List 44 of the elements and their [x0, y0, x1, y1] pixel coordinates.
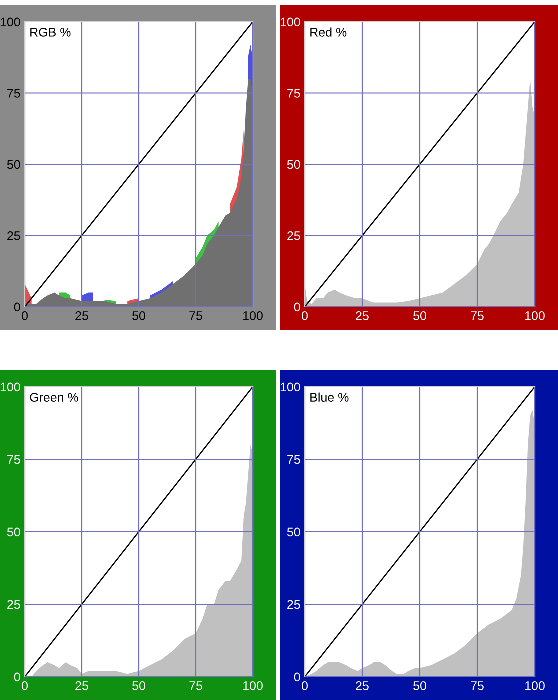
y-tick-label: 25	[8, 600, 20, 610]
y-tick-label: 0	[14, 672, 20, 682]
x-tick-label: 0	[302, 311, 308, 320]
x-tick-label: 75	[471, 682, 484, 690]
y-tick-label: 75	[288, 89, 300, 98]
y-tick-label: 75	[8, 455, 20, 464]
x-tick-label: 25	[356, 311, 369, 320]
y-tick-label: 50	[7, 160, 20, 170]
y-tick-label: 100	[280, 382, 300, 392]
x-tick-label: 0	[22, 681, 28, 690]
x-tick-label: 50	[132, 311, 146, 320]
chart-title: Blue %	[310, 392, 349, 402]
x-tick-label: 50	[132, 681, 146, 690]
y-tick-label: 100	[0, 18, 20, 27]
x-tick-label: 100	[526, 311, 545, 320]
y-tick-label: 0	[294, 302, 300, 312]
y-tick-label: 0	[14, 302, 20, 312]
y-tick-label: 100	[0, 382, 20, 392]
x-tick-label: 25	[76, 681, 88, 690]
x-tick-label: 50	[414, 681, 426, 690]
x-tick-label: 100	[526, 681, 545, 690]
x-tick-label: 100	[244, 311, 263, 320]
x-tick-label: 25	[356, 681, 369, 690]
x-tick-label: 0	[22, 311, 28, 320]
y-tick-label: 25	[288, 232, 300, 240]
y-tick-label: 75	[8, 89, 20, 98]
x-tick-label: 75	[190, 682, 202, 690]
chart-title: RGB %	[30, 28, 71, 37]
y-tick-label: 50	[7, 528, 20, 537]
x-tick-label: 75	[471, 312, 484, 320]
y-tick-label: 25	[8, 232, 20, 240]
x-tick-label: 75	[190, 312, 202, 320]
x-tick-label: 0	[302, 681, 308, 690]
chart-title: Red %	[310, 28, 347, 37]
y-tick-label: 75	[288, 455, 300, 464]
y-tick-label: 25	[288, 600, 300, 610]
x-tick-label: 100	[244, 681, 263, 690]
chart-title: Green %	[30, 393, 78, 402]
y-tick-label: 100	[280, 18, 300, 27]
x-tick-label: 50	[414, 311, 426, 320]
y-tick-label: 50	[287, 528, 300, 537]
y-tick-label: 50	[287, 160, 300, 170]
x-tick-label: 25	[76, 311, 88, 320]
y-tick-label: 0	[294, 672, 300, 682]
